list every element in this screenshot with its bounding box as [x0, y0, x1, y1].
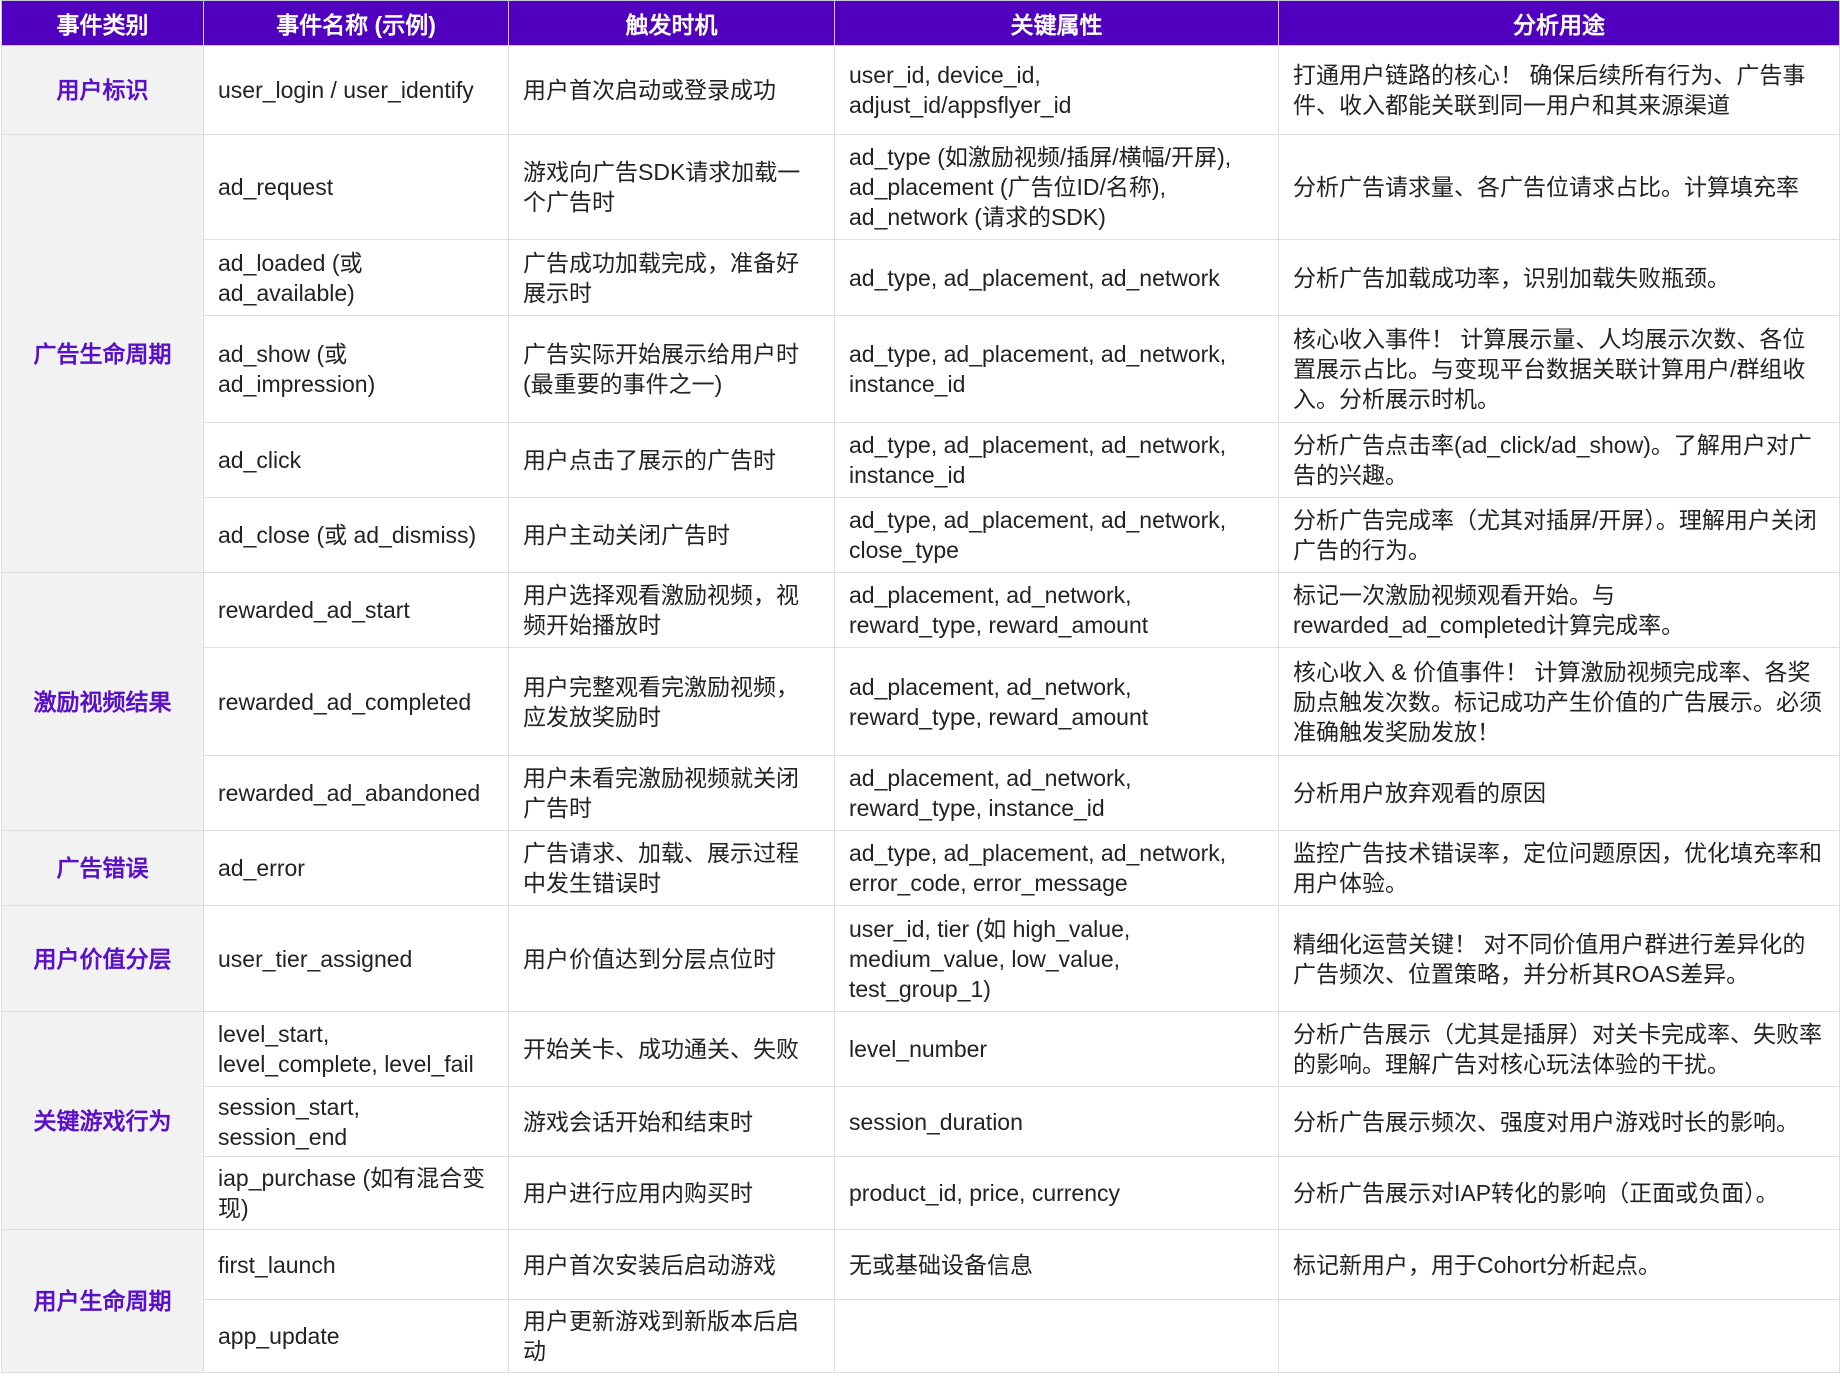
header-purpose: 分析用途 — [1278, 0, 1840, 46]
attributes-cell: ad_type (如激励视频/插屏/横幅/开屏), ad_placement (… — [834, 134, 1279, 240]
purpose-cell: 分析广告点击率(ad_click/ad_show)。了解用户对广告的兴趣。 — [1278, 422, 1840, 498]
purpose-cell: 标记一次激励视频观看开始。与rewarded_ad_completed计算完成率… — [1278, 572, 1840, 648]
table-row: 激励视频结果 rewarded_ad_start 用户选择观看激励视频，视频开始播放… — [1, 572, 1840, 831]
event-name-cell: ad_error — [203, 830, 509, 906]
attributes-cell: ad_type, ad_placement, ad_network, insta… — [834, 422, 1279, 498]
table-header-row: 事件类别 事件名称 (示例) 触发时机 关键属性 分析用途 — [1, 0, 1840, 46]
purpose-cell: 分析用户放弃观看的原因 — [1278, 755, 1840, 831]
event-name-cell: ad_close (或 ad_dismiss) — [203, 497, 509, 573]
trigger-cell: 用户首次启动或登录成功 — [508, 45, 835, 135]
table-row: rewarded_ad_abandoned 用户未看完激励视频就关闭广告时 ad_p… — [2, 755, 1840, 831]
purpose-cell: 标记新用户，用于Cohort分析起点。 — [1278, 1229, 1840, 1300]
header-attributes: 关键属性 — [834, 0, 1279, 46]
attributes-cell: product_id, price, currency — [834, 1156, 1279, 1230]
table-row: session_start, session_end 游戏会话开始和结束时 sess… — [2, 1086, 1840, 1157]
table-row: ad_show (或 ad_impression) 广告实际开始展示给用户时 (最… — [2, 315, 1840, 423]
category-cell: 用户生命周期 — [1, 1229, 204, 1373]
table-row: rewarded_ad_completed 用户完整观看完激励视频，应发放奖励时 a… — [2, 647, 1840, 756]
trigger-cell: 用户主动关闭广告时 — [508, 497, 835, 573]
purpose-cell: 分析广告加载成功率，识别加载失败瓶颈。 — [1278, 239, 1840, 316]
header-trigger: 触发时机 — [508, 0, 835, 46]
event-name-cell: rewarded_ad_start — [203, 572, 509, 648]
trigger-cell: 广告请求、加载、展示过程中发生错误时 — [508, 830, 835, 906]
table-row: app_update 用户更新游戏到新版本后启动 — [2, 1299, 1840, 1373]
table-row: 用户价值分层 user_tier_assigned 用户价值达到分层点位时 user_… — [1, 905, 1840, 1012]
event-name-cell: ad_click — [203, 422, 509, 498]
event-name-cell: ad_show (或 ad_impression) — [203, 315, 509, 423]
trigger-cell: 用户完整观看完激励视频，应发放奖励时 — [508, 647, 835, 756]
attributes-cell: ad_placement, ad_network, reward_type, i… — [834, 755, 1279, 831]
attributes-cell: user_id, device_id, adjust_id/appsflyer_… — [834, 45, 1279, 135]
category-cell: 广告错误 — [1, 830, 204, 906]
trigger-cell: 用户选择观看激励视频，视频开始播放时 — [508, 572, 835, 648]
purpose-cell: 分析广告展示频次、强度对用户游戏时长的影响。 — [1278, 1086, 1840, 1157]
attributes-cell: ad_type, ad_placement, ad_network, insta… — [834, 315, 1279, 423]
table-row: iap_purchase (如有混合变现) 用户进行应用内购买时 product_i… — [2, 1156, 1840, 1230]
purpose-cell — [1278, 1299, 1840, 1373]
purpose-cell: 打通用户链路的核心！ 确保后续所有行为、广告事件、收入都能关联到同一用户和其来源… — [1278, 45, 1840, 135]
trigger-cell: 用户首次安装后启动游戏 — [508, 1229, 835, 1300]
attributes-cell: ad_type, ad_placement, ad_network, close… — [834, 497, 1279, 573]
header-event-name: 事件名称 (示例) — [203, 0, 509, 46]
purpose-cell: 分析广告请求量、各广告位请求占比。计算填充率 — [1278, 134, 1840, 240]
table-row: 用户标识 user_login / user_identify 用户首次启动或登录成… — [1, 45, 1840, 135]
event-name-cell: ad_request — [203, 134, 509, 240]
header-category: 事件类别 — [1, 0, 204, 46]
event-name-cell: rewarded_ad_completed — [203, 647, 509, 756]
trigger-cell: 用户未看完激励视频就关闭广告时 — [508, 755, 835, 831]
purpose-cell: 分析广告完成率（尤其对插屏/开屏）。理解用户关闭广告的行为。 — [1278, 497, 1840, 573]
event-name-cell: app_update — [203, 1299, 509, 1373]
trigger-cell: 用户价值达到分层点位时 — [508, 905, 835, 1012]
table-row: ad_close (或 ad_dismiss) 用户主动关闭广告时 ad_type,… — [2, 497, 1840, 573]
attributes-cell: session_duration — [834, 1086, 1279, 1157]
purpose-cell: 精细化运营关键！ 对不同价值用户群进行差异化的广告频次、位置策略，并分析其ROA… — [1278, 905, 1840, 1012]
purpose-cell: 分析广告展示（尤其是插屏）对关卡完成率、失败率的影响。理解广告对核心玩法体验的干… — [1278, 1011, 1840, 1087]
category-cell: 广告生命周期 — [1, 134, 204, 573]
attributes-cell: level_number — [834, 1011, 1279, 1087]
attributes-cell: 无或基础设备信息 — [834, 1229, 1279, 1300]
purpose-cell: 核心收入事件！ 计算展示量、人均展示次数、各位置展示占比。与变现平台数据关联计算… — [1278, 315, 1840, 423]
event-name-cell: user_tier_assigned — [203, 905, 509, 1012]
trigger-cell: 开始关卡、成功通关、失败 — [508, 1011, 835, 1087]
purpose-cell: 核心收入 & 价值事件！ 计算激励视频完成率、各奖励点触发次数。标记成功产生价值… — [1278, 647, 1840, 756]
trigger-cell: 广告成功加载完成，准备好展示时 — [508, 239, 835, 316]
category-cell: 用户标识 — [1, 45, 204, 135]
category-cell: 关键游戏行为 — [1, 1011, 204, 1230]
attributes-cell: user_id, tier (如 high_value, medium_valu… — [834, 905, 1279, 1012]
purpose-cell: 分析广告展示对IAP转化的影响（正面或负面）。 — [1278, 1156, 1840, 1230]
table-row: 关键游戏行为 level_start, level_complete, level… — [1, 1011, 1840, 1230]
event-name-cell: session_start, session_end — [203, 1086, 509, 1157]
table-row: 广告错误 ad_error 广告请求、加载、展示过程中发生错误时 ad_type, a… — [1, 830, 1840, 906]
trigger-cell: 用户更新游戏到新版本后启动 — [508, 1299, 835, 1373]
trigger-cell: 游戏会话开始和结束时 — [508, 1086, 835, 1157]
category-cell: 用户价值分层 — [1, 905, 204, 1012]
event-name-cell: ad_loaded (或 ad_available) — [203, 239, 509, 316]
attributes-cell: ad_type, ad_placement, ad_network, error… — [834, 830, 1279, 906]
table-row: ad_loaded (或 ad_available) 广告成功加载完成，准备好展示… — [2, 239, 1840, 316]
table-row: 用户生命周期 first_launch 用户首次安装后启动游戏 无或基础设备信息 标记新… — [1, 1229, 1840, 1373]
event-name-cell: user_login / user_identify — [203, 45, 509, 135]
event-name-cell: level_start, level_complete, level_fail — [203, 1011, 509, 1087]
event-name-cell: first_launch — [203, 1229, 509, 1300]
purpose-cell: 监控广告技术错误率，定位问题原因，优化填充率和用户体验。 — [1278, 830, 1840, 906]
attributes-cell — [834, 1299, 1279, 1373]
trigger-cell: 用户点击了展示的广告时 — [508, 422, 835, 498]
trigger-cell: 游戏向广告SDK请求加载一个广告时 — [508, 134, 835, 240]
attributes-cell: ad_placement, ad_network, reward_type, r… — [834, 647, 1279, 756]
trigger-cell: 用户进行应用内购买时 — [508, 1156, 835, 1230]
table-row: ad_click 用户点击了展示的广告时 ad_type, ad_placement… — [2, 422, 1840, 498]
attributes-cell: ad_type, ad_placement, ad_network — [834, 239, 1279, 316]
attributes-cell: ad_placement, ad_network, reward_type, r… — [834, 572, 1279, 648]
trigger-cell: 广告实际开始展示给用户时 (最重要的事件之一) — [508, 315, 835, 423]
event-name-cell: rewarded_ad_abandoned — [203, 755, 509, 831]
table-row: 广告生命周期 ad_request 游戏向广告SDK请求加载一个广告时 ad_type… — [1, 134, 1840, 573]
event-name-cell: iap_purchase (如有混合变现) — [203, 1156, 509, 1230]
category-cell: 激励视频结果 — [1, 572, 204, 831]
